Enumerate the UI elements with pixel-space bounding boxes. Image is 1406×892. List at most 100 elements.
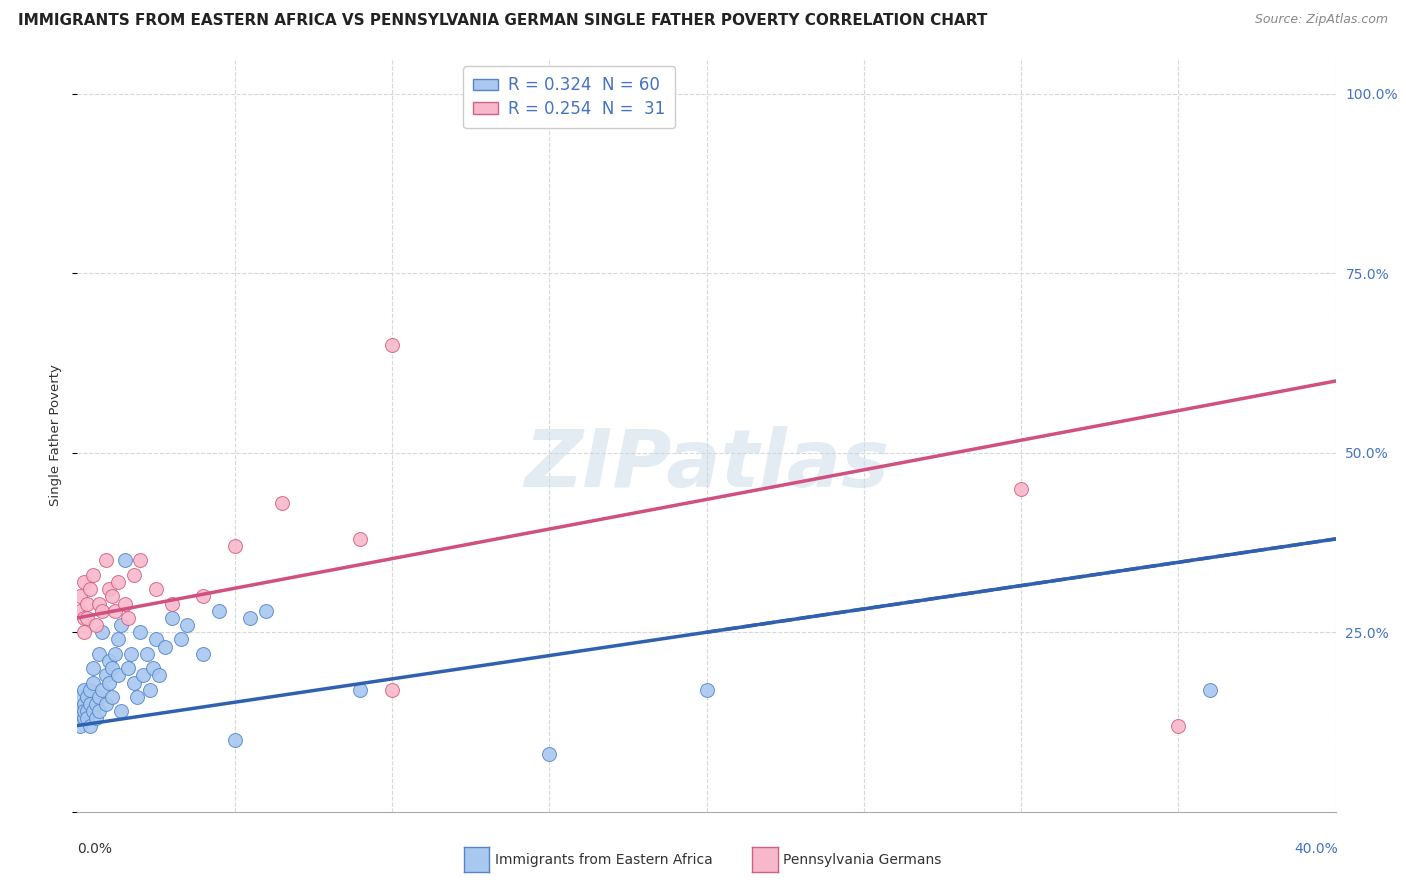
Point <box>101 690 124 704</box>
Point <box>696 682 718 697</box>
Point <box>89 690 111 704</box>
Point <box>191 647 215 661</box>
Point <box>127 690 149 704</box>
Y-axis label: Single Father Poverty: Single Father Poverty <box>49 364 62 506</box>
Point <box>349 682 371 697</box>
Point <box>122 567 145 582</box>
Text: Immigrants from Eastern Africa: Immigrants from Eastern Africa <box>495 853 713 867</box>
Point <box>82 675 104 690</box>
Point <box>122 675 145 690</box>
Point <box>69 590 91 604</box>
Point <box>148 668 170 682</box>
Point <box>107 668 129 682</box>
Legend: R = 0.324  N = 60, R = 0.254  N =  31: R = 0.324 N = 60, R = 0.254 N = 31 <box>463 66 675 128</box>
Point <box>76 690 98 704</box>
Point <box>101 661 124 675</box>
Point <box>1010 482 1032 496</box>
Point <box>89 704 111 718</box>
Point <box>129 553 152 567</box>
Point <box>381 338 404 352</box>
Point <box>114 553 136 567</box>
Text: 0.0%: 0.0% <box>77 842 112 856</box>
Point <box>79 697 101 711</box>
Point <box>82 567 104 582</box>
Point <box>538 747 561 762</box>
Point <box>69 690 91 704</box>
Point <box>76 704 98 718</box>
Point <box>224 539 246 553</box>
Point <box>97 582 120 597</box>
Point <box>381 682 404 697</box>
Point <box>69 718 91 732</box>
Point <box>155 640 177 654</box>
Point <box>104 604 127 618</box>
Point <box>91 682 114 697</box>
Point <box>69 704 91 718</box>
Point <box>76 711 98 725</box>
Point <box>94 697 117 711</box>
Point <box>72 697 94 711</box>
Point <box>91 625 114 640</box>
Point <box>84 711 107 725</box>
Point <box>82 704 104 718</box>
Point <box>104 647 127 661</box>
Point <box>72 611 94 625</box>
Text: Source: ZipAtlas.com: Source: ZipAtlas.com <box>1254 13 1388 27</box>
Text: ZIPatlas: ZIPatlas <box>524 426 889 504</box>
Point <box>114 597 136 611</box>
Point <box>145 582 167 597</box>
Point <box>132 668 155 682</box>
Point <box>72 574 94 589</box>
Point <box>135 647 157 661</box>
Point <box>72 682 94 697</box>
Point <box>79 682 101 697</box>
Point <box>110 618 132 632</box>
Point <box>120 647 142 661</box>
Point <box>270 496 292 510</box>
Point <box>191 590 215 604</box>
Point <box>160 611 183 625</box>
Point <box>239 611 262 625</box>
Point <box>89 647 111 661</box>
Point <box>72 711 94 725</box>
Point <box>84 697 107 711</box>
Text: IMMIGRANTS FROM EASTERN AFRICA VS PENNSYLVANIA GERMAN SINGLE FATHER POVERTY CORR: IMMIGRANTS FROM EASTERN AFRICA VS PENNSY… <box>18 13 987 29</box>
Point <box>138 682 160 697</box>
Point <box>69 711 91 725</box>
Point <box>97 675 120 690</box>
Point <box>117 611 139 625</box>
Point <box>1199 682 1222 697</box>
Point <box>117 661 139 675</box>
Point <box>76 611 98 625</box>
Point <box>349 532 371 546</box>
Point <box>224 733 246 747</box>
Point <box>72 704 94 718</box>
Point <box>91 604 114 618</box>
Point <box>107 632 129 647</box>
Point <box>97 654 120 668</box>
Point <box>76 597 98 611</box>
Text: Pennsylvania Germans: Pennsylvania Germans <box>783 853 942 867</box>
Point <box>1167 718 1189 732</box>
Point <box>129 625 152 640</box>
Point <box>89 597 111 611</box>
Point <box>72 625 94 640</box>
Point <box>82 661 104 675</box>
Point <box>160 597 183 611</box>
Point <box>208 604 231 618</box>
Point <box>79 718 101 732</box>
Point <box>176 618 198 632</box>
Point <box>110 704 132 718</box>
Point <box>170 632 193 647</box>
Point <box>94 668 117 682</box>
Text: 40.0%: 40.0% <box>1295 842 1339 856</box>
Point <box>101 590 124 604</box>
Point <box>142 661 165 675</box>
Point <box>84 618 107 632</box>
Point <box>107 574 129 589</box>
Point <box>254 604 277 618</box>
Point <box>94 553 117 567</box>
Point <box>69 604 91 618</box>
Point <box>145 632 167 647</box>
Point <box>79 582 101 597</box>
